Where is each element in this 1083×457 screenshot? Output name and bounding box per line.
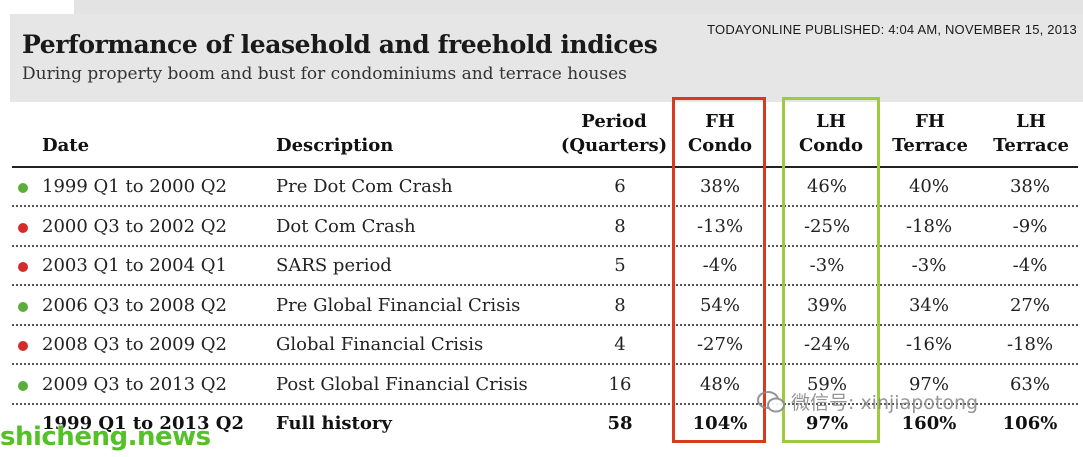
row-period: 8 — [614, 294, 626, 316]
col-header-lh-condo-line1: LH — [816, 111, 846, 132]
red-dot-icon — [18, 222, 28, 233]
col-header-fh-condo-line2: Condo — [687, 135, 752, 156]
row-description: Global Financial Crisis — [276, 334, 484, 355]
col-header-lh-terrace: LH Terrace — [985, 110, 1077, 158]
row-divider — [12, 323, 1078, 326]
row-lh-terrace: 27% — [1009, 294, 1050, 316]
row-description: Post Global Financial Crisis — [276, 373, 528, 395]
row-lh-terrace: -18% — [1006, 334, 1054, 355]
row-date: 2006 Q3 to 2008 Q2 — [42, 294, 227, 316]
row-date: 2008 Q3 to 2009 Q2 — [42, 334, 227, 355]
row-fh-terrace: -16% — [905, 334, 953, 355]
col-header-lh-terrace-line1: LH — [1016, 111, 1046, 132]
header-band — [10, 14, 1083, 102]
row-description: SARS period — [276, 255, 392, 276]
row-period: 16 — [608, 373, 632, 395]
col-header-fh-condo-line1: FH — [705, 111, 735, 132]
total-description: Full history — [276, 413, 392, 434]
row-fh-condo: -27% — [696, 334, 744, 355]
row-period: 8 — [614, 215, 626, 237]
row-divider — [12, 244, 1078, 247]
row-divider — [12, 402, 1078, 405]
total-lh-condo: 97% — [805, 413, 849, 434]
row-lh-terrace: -9% — [1012, 215, 1048, 237]
lh-condo-highlight-box — [782, 97, 880, 443]
row-lh-terrace: 38% — [1009, 176, 1050, 197]
green-dot-icon — [18, 301, 28, 312]
row-period: 4 — [614, 334, 626, 355]
row-lh-terrace: -4% — [1012, 255, 1048, 276]
row-fh-condo: -4% — [702, 255, 738, 276]
row-fh-terrace: 97% — [908, 373, 949, 395]
top-strip-grey — [74, 0, 1083, 14]
fh-condo-highlight-box — [672, 97, 766, 443]
wechat-icon — [757, 390, 785, 412]
row-fh-terrace: -18% — [905, 215, 953, 237]
total-row: 1999 Q1 to 2013 Q2 Full history 58 104% … — [12, 405, 1078, 444]
col-header-lh-condo: LH Condo — [785, 110, 877, 158]
col-header-fh-condo: FH Condo — [675, 110, 765, 158]
red-dot-icon — [18, 262, 28, 272]
row-lh-condo: -25% — [803, 215, 851, 237]
green-dot-icon — [18, 380, 28, 391]
row-lh-condo: 46% — [806, 176, 847, 197]
green-dot-icon — [18, 183, 28, 193]
row-divider — [12, 363, 1078, 365]
row-lh-condo: -3% — [809, 255, 845, 276]
published-line: TODAYONLINE PUBLISHED: 4:04 AM, NOVEMBER… — [707, 22, 1077, 37]
row-description: Pre Dot Com Crash — [276, 176, 453, 197]
table-row: 2009 Q3 to 2013 Q2 Post Global Financial … — [12, 366, 1078, 405]
row-divider — [12, 284, 1078, 286]
col-header-fh-terrace-line2: Terrace — [892, 135, 968, 156]
row-description: Dot Com Crash — [276, 215, 416, 237]
header-rule — [12, 166, 1078, 168]
col-header-description: Description — [276, 135, 394, 156]
row-lh-condo: 59% — [806, 373, 847, 395]
table-row: 1999 Q1 to 2000 Q2 Pre Dot Com Crash 6 38% 4… — [12, 168, 1078, 207]
row-fh-terrace: -3% — [911, 255, 947, 276]
page-title: Performance of leasehold and freehold in… — [22, 30, 658, 59]
col-header-fh-terrace: FH Terrace — [884, 110, 976, 158]
col-header-lh-terrace-line2: Terrace — [993, 135, 1069, 156]
row-description: Pre Global Financial Crisis — [276, 294, 521, 316]
row-fh-condo: 38% — [699, 176, 740, 197]
row-date: 1999 Q1 to 2000 Q2 — [42, 176, 227, 197]
col-header-lh-condo-line2: Condo — [798, 135, 863, 156]
col-header-period-line2: (Quarters) — [560, 135, 668, 156]
top-strip — [0, 0, 1083, 18]
row-fh-condo: 48% — [699, 373, 740, 395]
total-fh-terrace: 160% — [901, 413, 957, 434]
row-fh-terrace: 34% — [908, 294, 949, 316]
row-divider — [12, 205, 1078, 207]
col-header-period: Period (Quarters) — [556, 110, 672, 158]
row-date: 2009 Q3 to 2013 Q2 — [42, 373, 227, 395]
wechat-watermark-text: 微信号: xinjiapotong — [791, 392, 979, 414]
col-header-date: Date — [42, 135, 90, 156]
table-row: 2006 Q3 to 2008 Q2 Pre Global Financial C… — [12, 287, 1078, 326]
row-period: 6 — [614, 176, 626, 197]
total-date: 1999 Q1 to 2013 Q2 — [42, 413, 244, 434]
red-dot-icon — [18, 341, 28, 351]
row-period: 5 — [614, 255, 626, 276]
row-date: 2000 Q3 to 2002 Q2 — [42, 215, 227, 237]
table-row: 2008 Q3 to 2009 Q2 Global Financial Crisi… — [12, 326, 1078, 365]
row-lh-terrace: 63% — [1009, 373, 1050, 395]
total-fh-condo: 104% — [692, 413, 748, 434]
table-row: 2000 Q3 to 2002 Q2 Dot Com Crash 8 -13% -25%… — [12, 208, 1078, 247]
wechat-watermark: 微信号: xinjiapotong — [757, 388, 978, 415]
row-fh-terrace: 40% — [908, 176, 949, 197]
row-fh-condo: -13% — [696, 215, 744, 237]
page-subtitle: During property boom and bust for condom… — [22, 64, 627, 84]
col-header-period-line1: Period — [581, 111, 647, 132]
col-header-fh-terrace-line1: FH — [915, 111, 945, 132]
row-fh-condo: 54% — [699, 294, 740, 316]
row-date: 2003 Q1 to 2004 Q1 — [42, 255, 227, 276]
total-period: 58 — [607, 413, 633, 434]
row-lh-condo: -24% — [803, 334, 851, 355]
table-row: 2003 Q1 to 2004 Q1 SARS period 5 -4% -3% -3% -… — [12, 247, 1078, 286]
row-lh-condo: 39% — [806, 294, 847, 316]
total-lh-terrace: 106% — [1002, 413, 1058, 434]
site-watermark: shicheng.news — [0, 422, 211, 452]
